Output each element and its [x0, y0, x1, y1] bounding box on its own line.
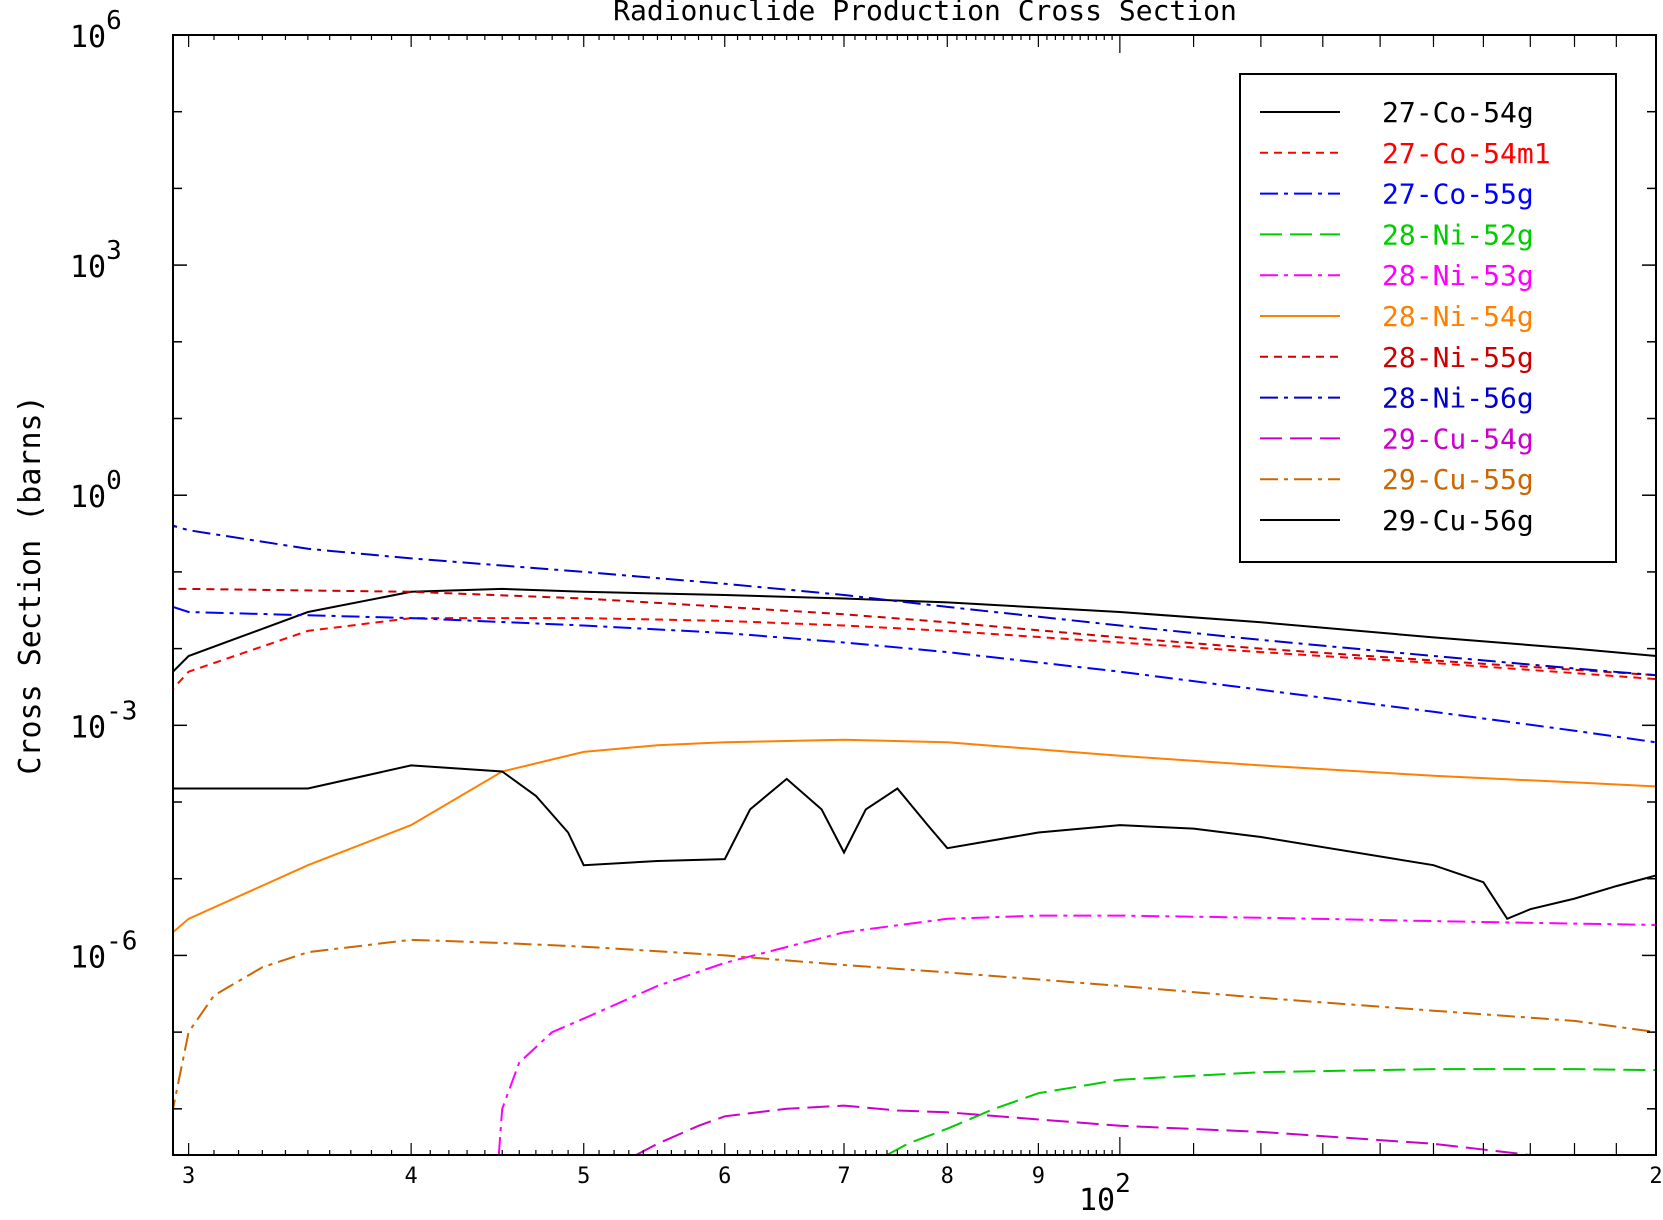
legend-label: 28-Ni-55g [1382, 341, 1534, 374]
y-tick-label: 10-3 [70, 696, 137, 745]
legend: 27-Co-54g 27-Co-54m1 27-Co-55g 28-Ni-52g 28-… [1239, 73, 1617, 563]
chart-title: Radionuclide Production Cross Section [613, 0, 1237, 27]
y-axis-label: Cross Section (barns) [13, 395, 48, 774]
legend-label: 28-Ni-53g [1382, 259, 1534, 292]
series-line-28-ni-53g [497, 914, 1656, 1155]
series-line-27-co-55g [173, 605, 1656, 1155]
y-tick-label: 10-6 [70, 926, 137, 975]
series-line-27-co-54m1 [173, 617, 1656, 1155]
x-tick-label: 8 [941, 1164, 954, 1189]
x-tick-label: 6 [718, 1164, 731, 1189]
x-tick-label: 2 [1649, 1164, 1662, 1189]
x-axis-ticks: 3 4 5 6 7 8 9 2 102 [182, 35, 1663, 1218]
x-decade-label: 102 [1079, 1169, 1131, 1218]
x-tick-label: 5 [577, 1164, 590, 1189]
legend-label: 27-Co-54m1 [1382, 137, 1551, 170]
legend-label: 28-Ni-56g [1382, 382, 1534, 415]
legend-label: 28-Ni-54g [1382, 300, 1534, 333]
x-tick-label: 3 [182, 1164, 195, 1189]
y-tick-label: 106 [70, 6, 122, 55]
y-tick-label: 100 [70, 466, 122, 515]
x-tick-label: 7 [837, 1164, 850, 1189]
series-line-27-co-54g [173, 587, 1656, 1155]
x-tick-label: 4 [405, 1164, 418, 1189]
legend-label: 29-Cu-55g [1382, 463, 1534, 496]
x-tick-label: 9 [1032, 1164, 1045, 1189]
y-tick-label: 103 [70, 236, 122, 285]
series-line-29-cu-55g [173, 938, 1656, 1155]
series-line-28-ni-55g [173, 587, 1656, 1155]
legend-label: 27-Co-55g [1382, 178, 1534, 211]
series-line-28-ni-56g [173, 524, 1656, 1155]
series-line-29-cu-56g [173, 764, 1656, 1155]
series-line-28-ni-52g [886, 1068, 1656, 1155]
series-line-29-cu-54g [635, 1104, 1531, 1155]
legend-box [1239, 73, 1617, 563]
legend-label: 29-Cu-54g [1382, 422, 1534, 455]
plot-frame [172, 34, 1657, 1156]
legend-label: 29-Cu-56g [1382, 504, 1534, 537]
legend-label: 27-Co-54g [1382, 96, 1534, 129]
legend-label: 28-Ni-52g [1382, 218, 1534, 251]
series-layer [173, 524, 1656, 1155]
series-line-28-ni-54g [173, 738, 1656, 1155]
